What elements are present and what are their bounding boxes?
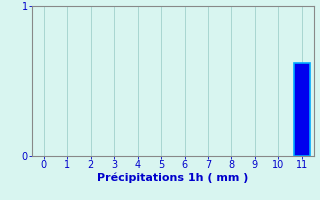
X-axis label: Précipitations 1h ( mm ): Précipitations 1h ( mm ) <box>97 173 249 183</box>
Bar <box>294 63 310 156</box>
